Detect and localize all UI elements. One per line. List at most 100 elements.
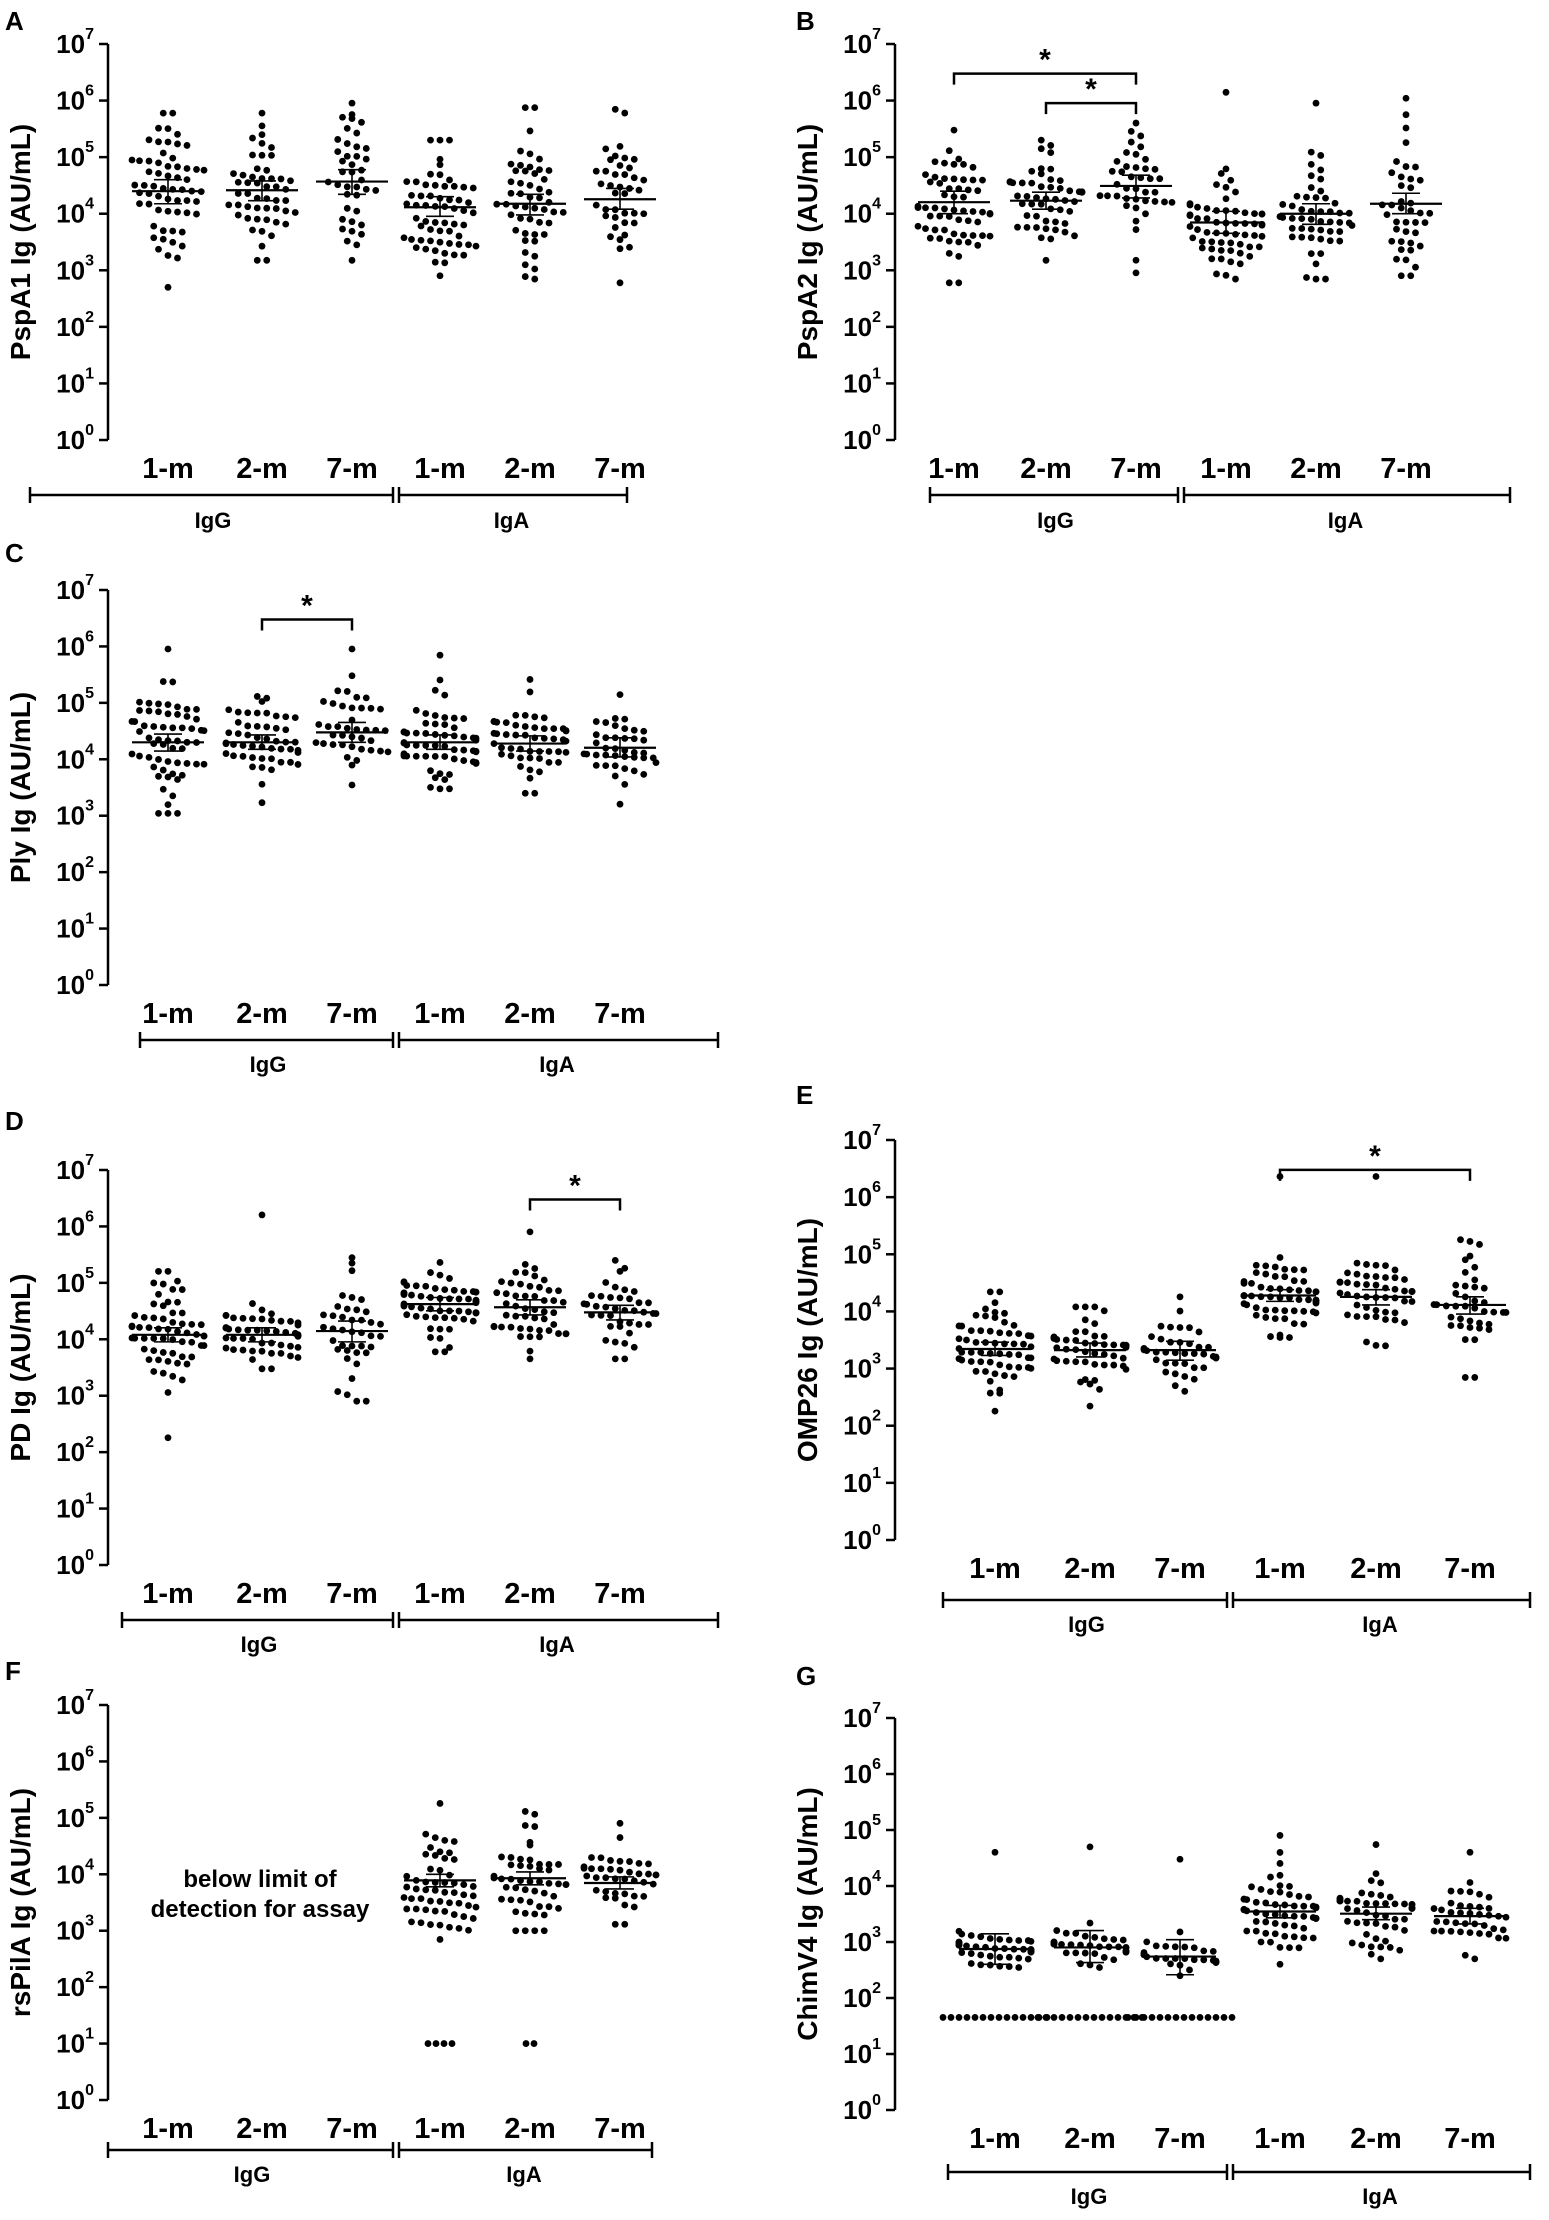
data-point (339, 113, 346, 121)
data-point (1123, 202, 1130, 210)
data-point (178, 1376, 186, 1384)
data-point (611, 752, 619, 759)
data-point (164, 162, 172, 170)
data-point (294, 761, 302, 768)
data-point (611, 1338, 619, 1346)
data-point (1348, 1939, 1356, 1947)
data-point-floor (448, 2040, 456, 2047)
data-point (512, 1312, 520, 1320)
data-point (1081, 1949, 1089, 1957)
data-point (427, 237, 434, 245)
data-point (611, 1283, 619, 1291)
data-point (460, 183, 468, 191)
data-point (1353, 1897, 1361, 1905)
data-point (353, 1349, 361, 1357)
data-point (1290, 1266, 1298, 1274)
data-point (441, 249, 449, 257)
data-point (1176, 1293, 1184, 1301)
data-point (1396, 1946, 1404, 1954)
data-point (531, 1887, 539, 1895)
data-point (1480, 1284, 1488, 1292)
data-point (1353, 1907, 1361, 1914)
data-point (1353, 1259, 1361, 1267)
data-point (540, 206, 548, 213)
data-point (1246, 243, 1254, 251)
data-point (540, 725, 548, 733)
data-point (526, 1325, 534, 1333)
data-point (441, 1314, 449, 1322)
data-point (1382, 1316, 1389, 1323)
data-point (602, 212, 610, 220)
data-point (460, 251, 468, 259)
data-point (1363, 1338, 1370, 1346)
data-point (1110, 1936, 1118, 1943)
y-tick-label: 105 (56, 685, 94, 718)
data-point (621, 154, 629, 162)
significance-star: * (569, 1170, 581, 1203)
y-tick-label: 102 (843, 1408, 881, 1441)
data-point (469, 1892, 477, 1900)
data-point (1271, 1930, 1279, 1938)
data-point (1015, 1364, 1023, 1371)
data-point (1062, 1929, 1070, 1937)
data-point (607, 1322, 614, 1330)
data-point (1208, 245, 1216, 253)
data-point (1171, 1359, 1179, 1367)
y-tick-label: 100 (843, 2092, 881, 2125)
data-point (945, 279, 953, 287)
data-point (1502, 1309, 1510, 1316)
data-point (287, 1352, 294, 1360)
data-point (621, 1286, 629, 1294)
data-point (1457, 1928, 1464, 1936)
data-point (282, 726, 290, 734)
data-point (977, 1349, 985, 1356)
data-point (621, 219, 629, 227)
data-point-floor (1220, 2014, 1228, 2021)
y-tick-label: 103 (56, 1378, 94, 1411)
data-point (178, 724, 186, 732)
data-point (1190, 1944, 1198, 1952)
data-point (258, 242, 266, 250)
data-point (1110, 1352, 1118, 1360)
y-tick-label: 101 (56, 1491, 94, 1524)
data-point (635, 1299, 643, 1307)
panel-letter: G (796, 1661, 816, 1691)
x-tick-label: 2-m (1350, 1553, 1402, 1585)
data-point (592, 1874, 600, 1882)
data-point (517, 1855, 524, 1863)
data-point (1009, 179, 1017, 187)
data-point (1276, 1254, 1284, 1261)
data-point (1288, 233, 1296, 241)
data-point (521, 1312, 529, 1320)
data-point (450, 205, 458, 212)
data-point (1447, 1927, 1455, 1935)
y-tick-label: 107 (56, 1687, 94, 1720)
data-point (234, 190, 242, 197)
data-point (1471, 1336, 1479, 1344)
data-point (1372, 1870, 1380, 1877)
data-point (1281, 1921, 1289, 1929)
y-axis-label: PspA1 Ig (AU/mL) (5, 124, 36, 360)
data-point (498, 1323, 505, 1331)
data-point (239, 1314, 247, 1322)
data-point (960, 231, 967, 239)
data-point (1312, 1309, 1320, 1317)
data-point (188, 1321, 196, 1328)
data-point-floor (1172, 2014, 1180, 2021)
data-point (1271, 1263, 1279, 1271)
data-point-floor (1164, 2014, 1172, 2021)
data-point (272, 218, 280, 226)
data-point (1267, 1938, 1274, 1946)
data-point (193, 705, 200, 713)
data-point (955, 252, 963, 260)
data-point (1203, 205, 1211, 212)
data-point (1452, 1281, 1460, 1289)
data-point (1122, 1948, 1130, 1956)
data-point (1167, 1338, 1174, 1346)
data-point (630, 735, 638, 743)
data-point (282, 207, 290, 215)
data-point (450, 220, 458, 228)
data-point (1452, 1302, 1460, 1310)
data-point (472, 1288, 480, 1296)
data-point (1271, 1306, 1279, 1314)
